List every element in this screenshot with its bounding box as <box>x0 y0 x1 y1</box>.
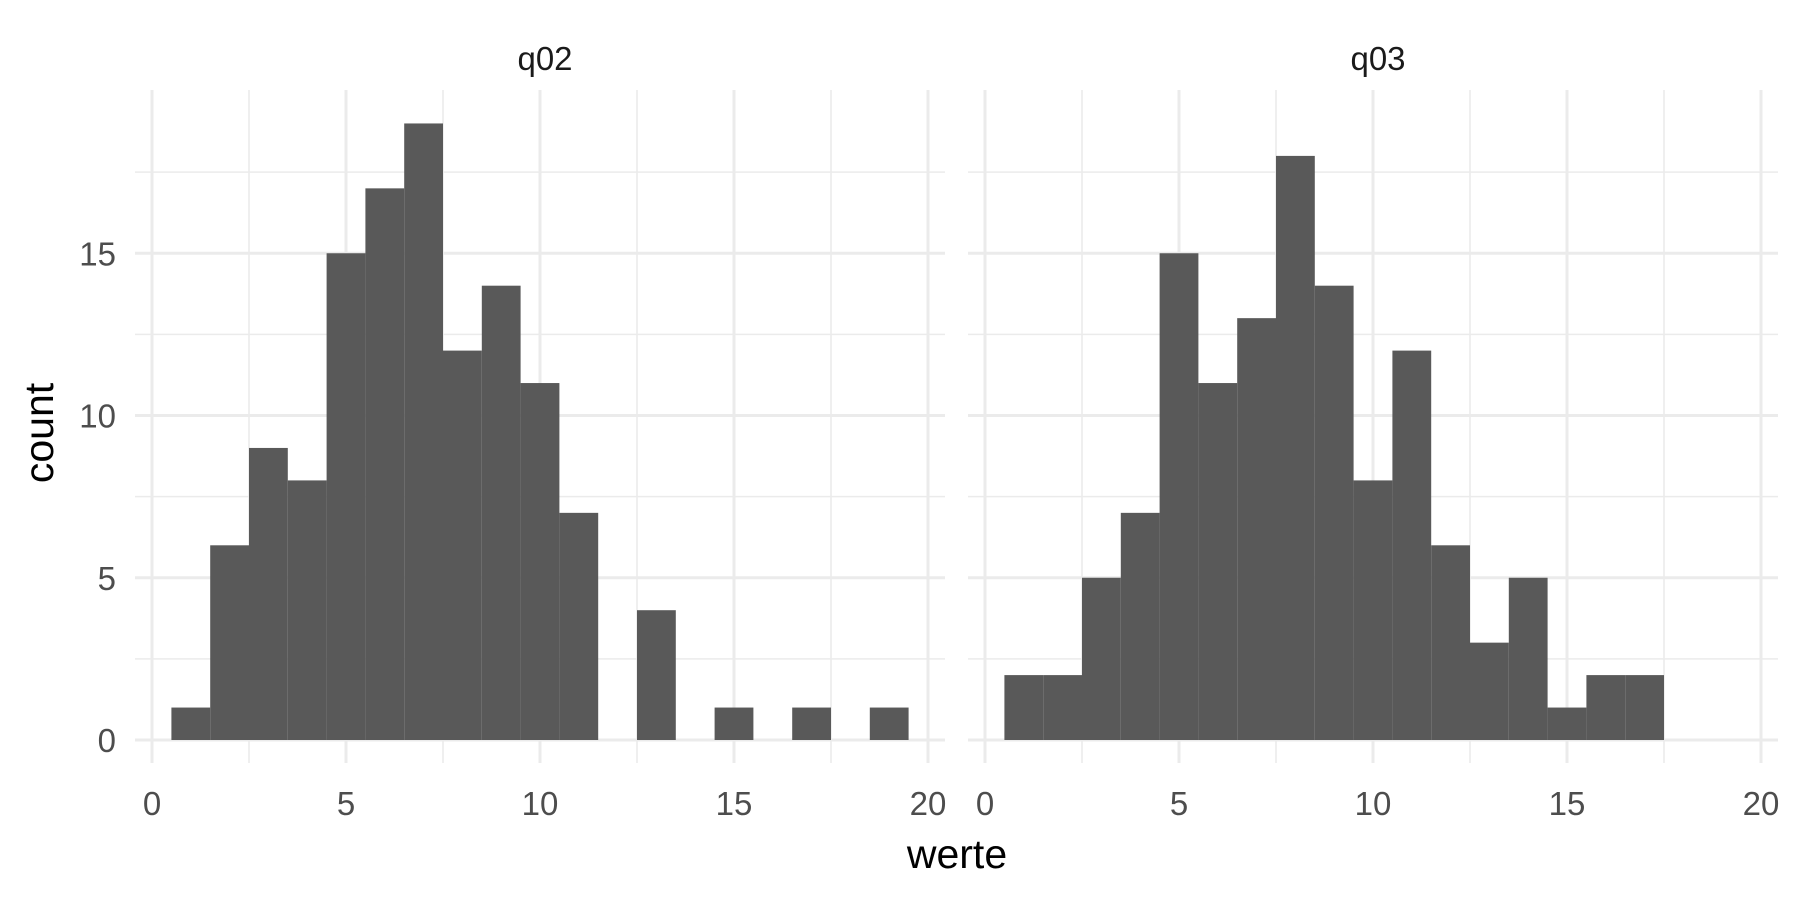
histogram-bar <box>1120 512 1160 740</box>
histogram-bar <box>1547 707 1587 740</box>
x-tick-label: 10 <box>522 785 559 822</box>
histogram-bar <box>1392 350 1432 740</box>
y-tick-label: 10 <box>79 398 116 435</box>
facet-panels: 0 5 10 15 20 q02 0 5 10 15 20 q03 <box>135 40 1779 822</box>
y-tick-label: 5 <box>98 560 116 597</box>
y-axis-title: count <box>16 382 62 483</box>
histogram-bar <box>637 610 676 740</box>
x-tick-label: 15 <box>1549 785 1586 822</box>
x-tick-label: 0 <box>143 785 161 822</box>
histogram-bar <box>1431 545 1470 740</box>
histogram-bar <box>520 383 560 740</box>
facet-panel-q03: 0 5 10 15 20 q03 <box>968 40 1779 822</box>
x-tick-label: 20 <box>910 785 947 822</box>
histogram-bar <box>792 707 831 740</box>
histogram-bar <box>1198 383 1238 740</box>
histogram-bar <box>1043 675 1082 740</box>
histogram-bar <box>210 545 249 740</box>
histogram-bar <box>287 480 327 740</box>
histogram-bar <box>1353 480 1393 740</box>
y-tick-label: 0 <box>98 722 116 759</box>
histogram-bar <box>365 188 405 741</box>
histogram-bar <box>1237 318 1276 740</box>
histogram-bar <box>714 707 754 740</box>
histogram-bar <box>171 707 211 740</box>
histogram-bar <box>249 447 288 740</box>
histogram-bar <box>1004 675 1044 740</box>
x-tick-label: 10 <box>1355 785 1392 822</box>
x-tick-label: 20 <box>1743 785 1780 822</box>
x-tick-label: 5 <box>337 785 355 822</box>
histogram-bar <box>559 512 599 740</box>
facet-label: q02 <box>517 40 572 77</box>
y-axis: 0 5 10 15 <box>79 235 116 759</box>
histogram-bar <box>1159 253 1199 740</box>
histogram-bar <box>1314 285 1354 740</box>
x-tick-label: 15 <box>716 785 753 822</box>
histogram-bar <box>326 253 366 740</box>
histogram-bar <box>481 285 521 740</box>
x-axis-title: werte <box>906 831 1007 877</box>
histogram-bar <box>443 350 482 740</box>
histogram-bar <box>1470 642 1509 740</box>
histogram-bar <box>1586 675 1626 740</box>
histogram-bar <box>869 707 909 740</box>
y-tick-label: 15 <box>79 235 116 272</box>
x-tick-label: 5 <box>1170 785 1188 822</box>
histogram-bar <box>1508 577 1548 740</box>
histogram-bar <box>1625 675 1664 740</box>
facet-label: q03 <box>1350 40 1405 77</box>
histogram-bar <box>1276 155 1315 740</box>
histogram-bar <box>1082 577 1121 740</box>
facet-panel-q02: 0 5 10 15 20 q02 <box>135 40 946 822</box>
histogram-bar <box>404 123 443 740</box>
x-tick-label: 0 <box>976 785 994 822</box>
